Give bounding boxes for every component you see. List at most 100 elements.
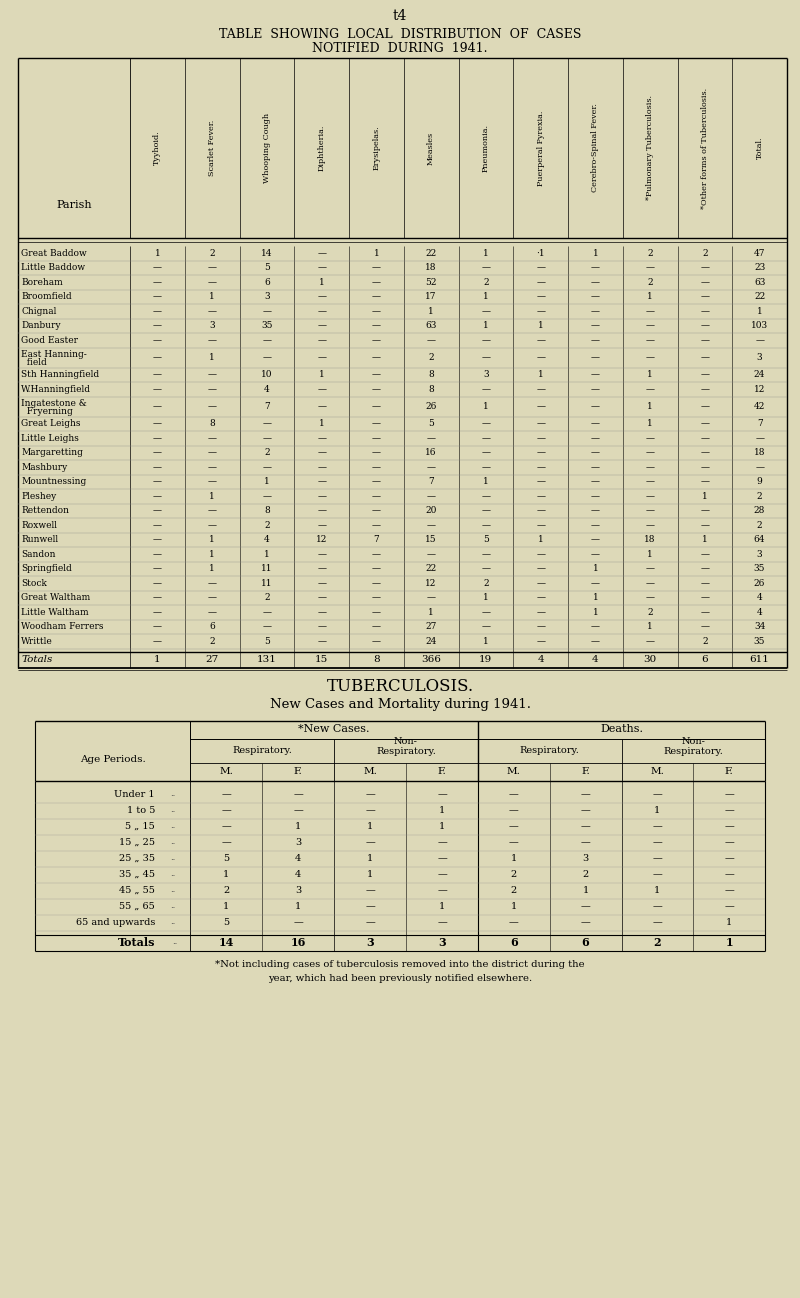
Text: —: — xyxy=(482,336,490,345)
Text: —: — xyxy=(317,463,326,471)
Text: —: — xyxy=(372,336,381,345)
Text: —: — xyxy=(482,565,490,574)
Text: —: — xyxy=(700,384,710,393)
Text: —: — xyxy=(591,370,600,379)
Text: 9: 9 xyxy=(757,478,762,487)
Text: —: — xyxy=(700,321,710,330)
Text: Non-
Respiratory.: Non- Respiratory. xyxy=(376,737,436,757)
Text: 4: 4 xyxy=(757,607,762,617)
Text: —: — xyxy=(653,822,662,831)
Text: 15: 15 xyxy=(426,535,437,544)
Text: 1: 1 xyxy=(483,321,489,330)
Text: —: — xyxy=(700,263,710,273)
Text: —: — xyxy=(724,854,734,863)
Text: —: — xyxy=(372,321,381,330)
Text: —: — xyxy=(426,492,436,501)
Text: —: — xyxy=(317,593,326,602)
Text: —: — xyxy=(700,370,710,379)
Text: —: — xyxy=(536,292,545,301)
Text: Scarlet Fever.: Scarlet Fever. xyxy=(208,119,216,177)
Text: —: — xyxy=(482,384,490,393)
Text: —: — xyxy=(700,607,710,617)
Text: 1: 1 xyxy=(295,822,301,831)
Text: 4: 4 xyxy=(295,870,301,879)
Text: 4: 4 xyxy=(538,655,544,665)
Text: —: — xyxy=(581,902,590,911)
Text: —: — xyxy=(372,384,381,393)
Text: —: — xyxy=(208,593,217,602)
Text: —: — xyxy=(700,306,710,315)
Text: 12: 12 xyxy=(316,535,327,544)
Text: 3: 3 xyxy=(264,292,270,301)
Text: —: — xyxy=(509,918,518,927)
Text: —: — xyxy=(724,870,734,879)
Text: —: — xyxy=(153,384,162,393)
Text: —: — xyxy=(437,918,447,927)
Text: —: — xyxy=(208,306,217,315)
Text: 2: 2 xyxy=(702,249,708,258)
Text: 42: 42 xyxy=(754,402,766,411)
Text: —: — xyxy=(208,506,217,515)
Text: —: — xyxy=(482,448,490,457)
Text: —: — xyxy=(482,622,490,631)
Text: —: — xyxy=(591,478,600,487)
Text: 7: 7 xyxy=(428,478,434,487)
Text: 1: 1 xyxy=(264,550,270,558)
Text: New Cases and Mortality during 1941.: New Cases and Mortality during 1941. xyxy=(270,698,530,711)
Text: Boreham: Boreham xyxy=(21,278,62,287)
Text: —: — xyxy=(724,902,734,911)
Text: 22: 22 xyxy=(754,292,766,301)
Text: 24: 24 xyxy=(426,637,437,645)
Text: —: — xyxy=(426,550,436,558)
Text: 22: 22 xyxy=(426,565,437,574)
Text: —: — xyxy=(437,839,447,848)
Text: —: — xyxy=(724,806,734,815)
Text: —: — xyxy=(372,448,381,457)
Text: 8: 8 xyxy=(373,655,380,665)
Text: —: — xyxy=(536,622,545,631)
Text: 4: 4 xyxy=(592,655,598,665)
Text: —: — xyxy=(724,839,734,848)
Text: Ingatestone &: Ingatestone & xyxy=(21,398,86,408)
Text: —: — xyxy=(591,622,600,631)
Text: —: — xyxy=(372,579,381,588)
Text: 6: 6 xyxy=(702,655,708,665)
Text: 2: 2 xyxy=(428,353,434,362)
Text: —: — xyxy=(591,579,600,588)
Text: —: — xyxy=(653,918,662,927)
Text: —: — xyxy=(208,607,217,617)
Text: 1: 1 xyxy=(210,565,215,574)
Text: —: — xyxy=(536,506,545,515)
Text: 1: 1 xyxy=(654,887,661,896)
Text: —: — xyxy=(700,292,710,301)
Text: Little Leighs: Little Leighs xyxy=(21,434,79,443)
Text: 1: 1 xyxy=(702,535,708,544)
Text: 1: 1 xyxy=(223,902,229,911)
Text: 2: 2 xyxy=(483,579,489,588)
Text: —: — xyxy=(482,506,490,515)
Text: —: — xyxy=(646,448,654,457)
Text: Totals: Totals xyxy=(21,655,52,665)
Text: —: — xyxy=(221,790,231,800)
Text: —: — xyxy=(262,419,271,428)
Text: —: — xyxy=(536,565,545,574)
Text: —: — xyxy=(536,607,545,617)
Text: Non-
Respiratory.: Non- Respiratory. xyxy=(663,737,723,757)
Text: —: — xyxy=(317,306,326,315)
Text: —: — xyxy=(372,370,381,379)
Text: Fryerning: Fryerning xyxy=(21,408,73,415)
Text: —: — xyxy=(221,839,231,848)
Text: 7: 7 xyxy=(757,419,762,428)
Text: M.: M. xyxy=(507,767,521,776)
Text: *Other forms of Tuberculosis.: *Other forms of Tuberculosis. xyxy=(701,87,709,209)
Text: —: — xyxy=(591,448,600,457)
Text: —: — xyxy=(153,550,162,558)
Text: t4: t4 xyxy=(393,9,407,23)
Text: 27: 27 xyxy=(206,655,218,665)
Text: 1: 1 xyxy=(726,918,732,927)
Text: —: — xyxy=(700,353,710,362)
Text: Total.: Total. xyxy=(756,136,764,160)
Text: 1: 1 xyxy=(374,249,379,258)
Text: —: — xyxy=(372,402,381,411)
Text: —: — xyxy=(536,550,545,558)
